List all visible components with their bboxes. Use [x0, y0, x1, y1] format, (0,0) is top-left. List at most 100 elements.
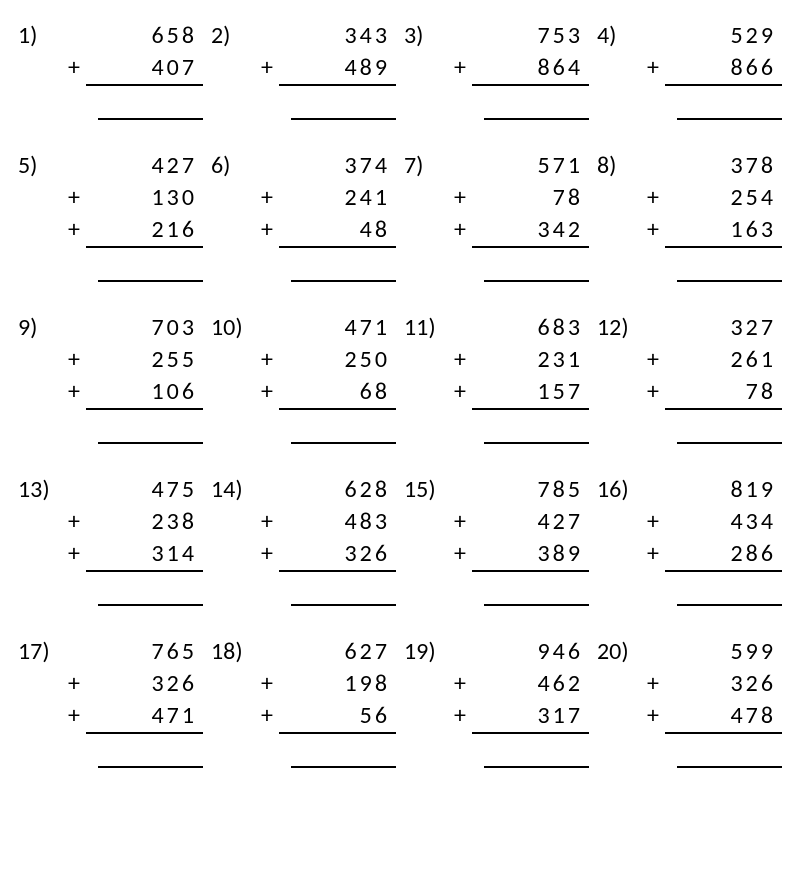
problem: 6)374+241+48 [211, 150, 396, 282]
answer-rule [641, 766, 782, 768]
addend-row: +407 [62, 52, 203, 84]
addend-value: 819 [665, 474, 782, 506]
addend-row: +866 [641, 52, 782, 84]
addend-row: 471 [255, 312, 396, 344]
problem-number: 18) [211, 636, 255, 768]
answer-rule [448, 442, 589, 444]
addend-value: 342 [472, 214, 589, 246]
addend-row: +326 [641, 668, 782, 700]
addend-value: 407 [86, 52, 203, 84]
addend-row: 475 [62, 474, 203, 506]
addend-value: 462 [472, 668, 589, 700]
addend-value: 427 [86, 150, 203, 182]
addend-value: 163 [665, 214, 782, 246]
operator: + [62, 52, 86, 84]
answer-rule [255, 280, 396, 282]
addend-value: 683 [472, 312, 589, 344]
addend-value: 317 [472, 700, 589, 732]
operator: + [255, 214, 279, 246]
problem: 11)683+231+157 [404, 312, 589, 444]
problem-number: 19) [404, 636, 448, 768]
addend-value: 374 [279, 150, 396, 182]
answer-rule [62, 118, 203, 120]
answer-space [255, 734, 396, 766]
addend-row: +326 [255, 538, 396, 570]
addend-row: 765 [62, 636, 203, 668]
problem-number: 20) [597, 636, 641, 768]
addend-value: 628 [279, 474, 396, 506]
operator: + [255, 182, 279, 214]
addend-stack: 599+326+478 [641, 636, 782, 768]
addend-value: 427 [472, 506, 589, 538]
operator: + [448, 376, 472, 408]
addend-value: 68 [279, 376, 396, 408]
addend-stack: 765+326+471 [62, 636, 203, 768]
operator: + [641, 214, 665, 246]
operator: + [62, 182, 86, 214]
answer-rule [255, 118, 396, 120]
problem: 15)785+427+389 [404, 474, 589, 606]
addend-value: 250 [279, 344, 396, 376]
addend-row: +389 [448, 538, 589, 570]
answer-space [62, 572, 203, 604]
problem-number: 2) [211, 20, 255, 120]
addend-value: 78 [472, 182, 589, 214]
addend-value: 314 [86, 538, 203, 570]
addend-stack: 378+254+163 [641, 150, 782, 282]
answer-space [448, 248, 589, 280]
answer-space [255, 248, 396, 280]
answer-rule [641, 280, 782, 282]
addend-row: +157 [448, 376, 589, 408]
answer-rule [641, 604, 782, 606]
addend-value: 326 [279, 538, 396, 570]
addend-stack: 571+78+342 [448, 150, 589, 282]
operator: + [62, 376, 86, 408]
addend-row: +261 [641, 344, 782, 376]
addend-value: 389 [472, 538, 589, 570]
addend-stack: 475+238+314 [62, 474, 203, 606]
operator: + [448, 52, 472, 84]
operator: + [255, 376, 279, 408]
operator: + [255, 506, 279, 538]
problem-grid: 1)658+4072)343+4893)753+8644)529+8665)42… [18, 20, 782, 768]
answer-rule [641, 442, 782, 444]
answer-rule [62, 442, 203, 444]
addend-value: 238 [86, 506, 203, 538]
addend-value: 475 [86, 474, 203, 506]
addend-row: +864 [448, 52, 589, 84]
addend-value: 765 [86, 636, 203, 668]
addend-row: 571 [448, 150, 589, 182]
answer-rule [62, 604, 203, 606]
problem: 16)819+434+286 [597, 474, 782, 606]
operator: + [641, 700, 665, 732]
operator: + [255, 344, 279, 376]
problem: 20)599+326+478 [597, 636, 782, 768]
addend-row: +130 [62, 182, 203, 214]
operator: + [255, 668, 279, 700]
problem: 8)378+254+163 [597, 150, 782, 282]
addend-row: 683 [448, 312, 589, 344]
addend-stack: 374+241+48 [255, 150, 396, 282]
operator: + [62, 506, 86, 538]
operator: + [62, 538, 86, 570]
addend-row: 599 [641, 636, 782, 668]
answer-rule [62, 766, 203, 768]
addend-value: 785 [472, 474, 589, 506]
answer-space [255, 572, 396, 604]
addend-value: 327 [665, 312, 782, 344]
answer-space [448, 734, 589, 766]
addend-row: 427 [62, 150, 203, 182]
addend-value: 343 [279, 20, 396, 52]
operator: + [448, 538, 472, 570]
answer-rule [448, 280, 589, 282]
addend-row: 703 [62, 312, 203, 344]
answer-rule [448, 118, 589, 120]
addend-value: 478 [665, 700, 782, 732]
addend-row: 819 [641, 474, 782, 506]
addend-stack: 819+434+286 [641, 474, 782, 606]
addend-stack: 343+489 [255, 20, 396, 120]
operator: + [448, 344, 472, 376]
problem-number: 6) [211, 150, 255, 282]
addend-row: +48 [255, 214, 396, 246]
addend-value: 703 [86, 312, 203, 344]
